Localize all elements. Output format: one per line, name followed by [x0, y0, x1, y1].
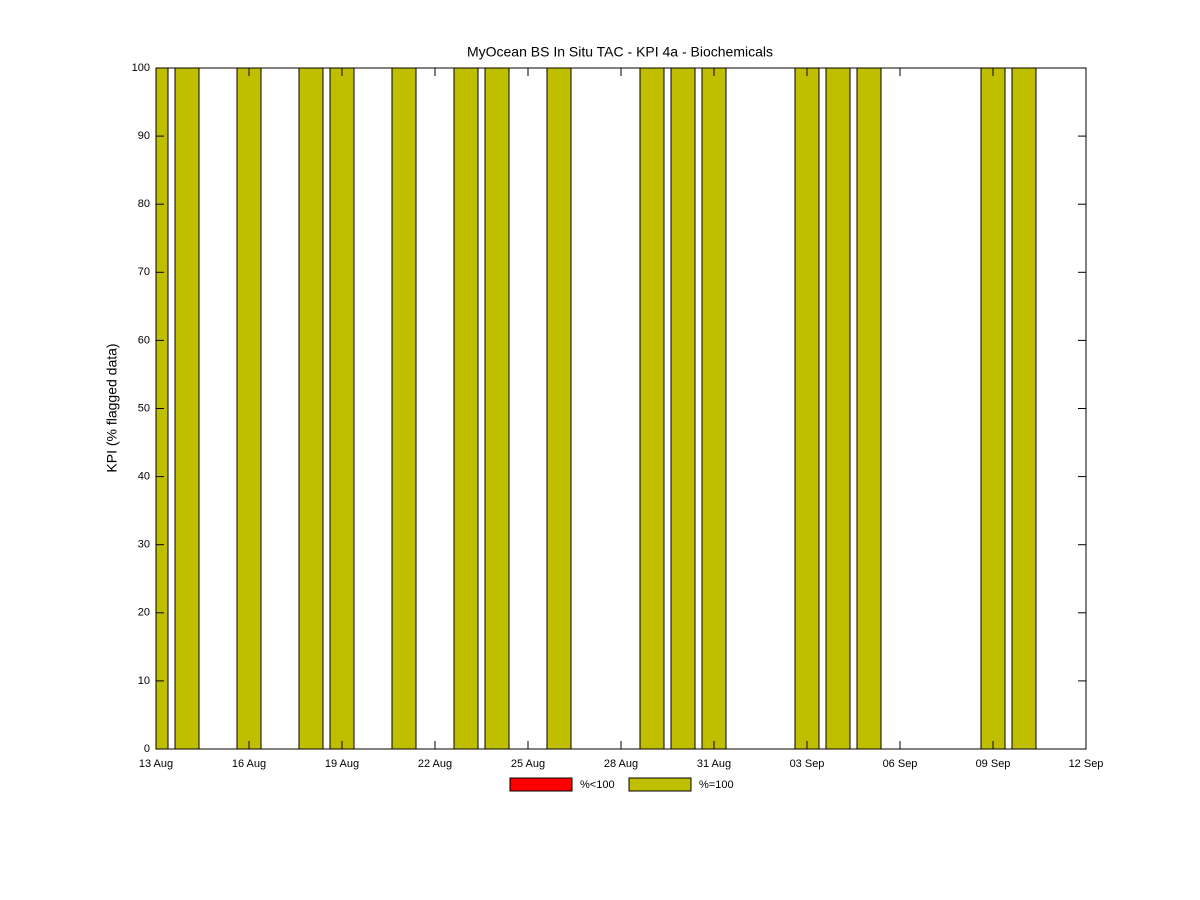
legend-label: %<100 — [580, 779, 615, 791]
x-tick-label: 31 Aug — [697, 758, 731, 770]
y-tick-label: 100 — [132, 62, 150, 74]
x-tick-label: 13 Aug — [139, 758, 173, 770]
y-tick-label: 40 — [138, 471, 150, 483]
bar — [453, 68, 479, 749]
bar — [670, 68, 696, 749]
y-tick-label: 30 — [138, 539, 150, 551]
bar — [701, 68, 727, 749]
legend-label: %=100 — [699, 779, 734, 791]
y-tick-label: 50 — [138, 402, 150, 414]
y-tick-label: 80 — [138, 198, 150, 210]
bar — [639, 68, 665, 749]
x-tick-label: 16 Aug — [232, 758, 266, 770]
y-tick-label: 70 — [138, 266, 150, 278]
bar — [391, 68, 417, 749]
y-tick-label: 90 — [138, 130, 150, 142]
bar — [546, 68, 572, 749]
x-tick-label: 06 Sep — [883, 758, 918, 770]
bar — [825, 68, 851, 749]
x-tick-label: 22 Aug — [418, 758, 452, 770]
x-tick-label: 09 Sep — [976, 758, 1011, 770]
bar — [298, 68, 324, 749]
chart-title: MyOcean BS In Situ TAC - KPI 4a - Bioche… — [467, 44, 773, 60]
x-tick-label: 12 Sep — [1069, 758, 1104, 770]
bar — [174, 68, 200, 749]
bar — [856, 68, 882, 749]
x-tick-label: 19 Aug — [325, 758, 359, 770]
legend-swatch — [509, 777, 573, 792]
bars — [156, 68, 1037, 749]
x-tick-label: 03 Sep — [790, 758, 825, 770]
x-tick-label: 25 Aug — [511, 758, 545, 770]
bar — [794, 68, 820, 749]
x-tick-label: 28 Aug — [604, 758, 638, 770]
y-tick-label: 60 — [138, 334, 150, 346]
bar — [1011, 68, 1037, 749]
y-tick-label: 10 — [138, 675, 150, 687]
legend-swatch — [628, 777, 692, 792]
y-axis-label: KPI (% flagged data) — [104, 343, 120, 472]
bar — [329, 68, 355, 749]
y-tick-label: 0 — [144, 743, 150, 755]
bar — [484, 68, 510, 749]
y-tick-label: 20 — [138, 607, 150, 619]
bar — [236, 68, 262, 749]
bar — [980, 68, 1006, 749]
